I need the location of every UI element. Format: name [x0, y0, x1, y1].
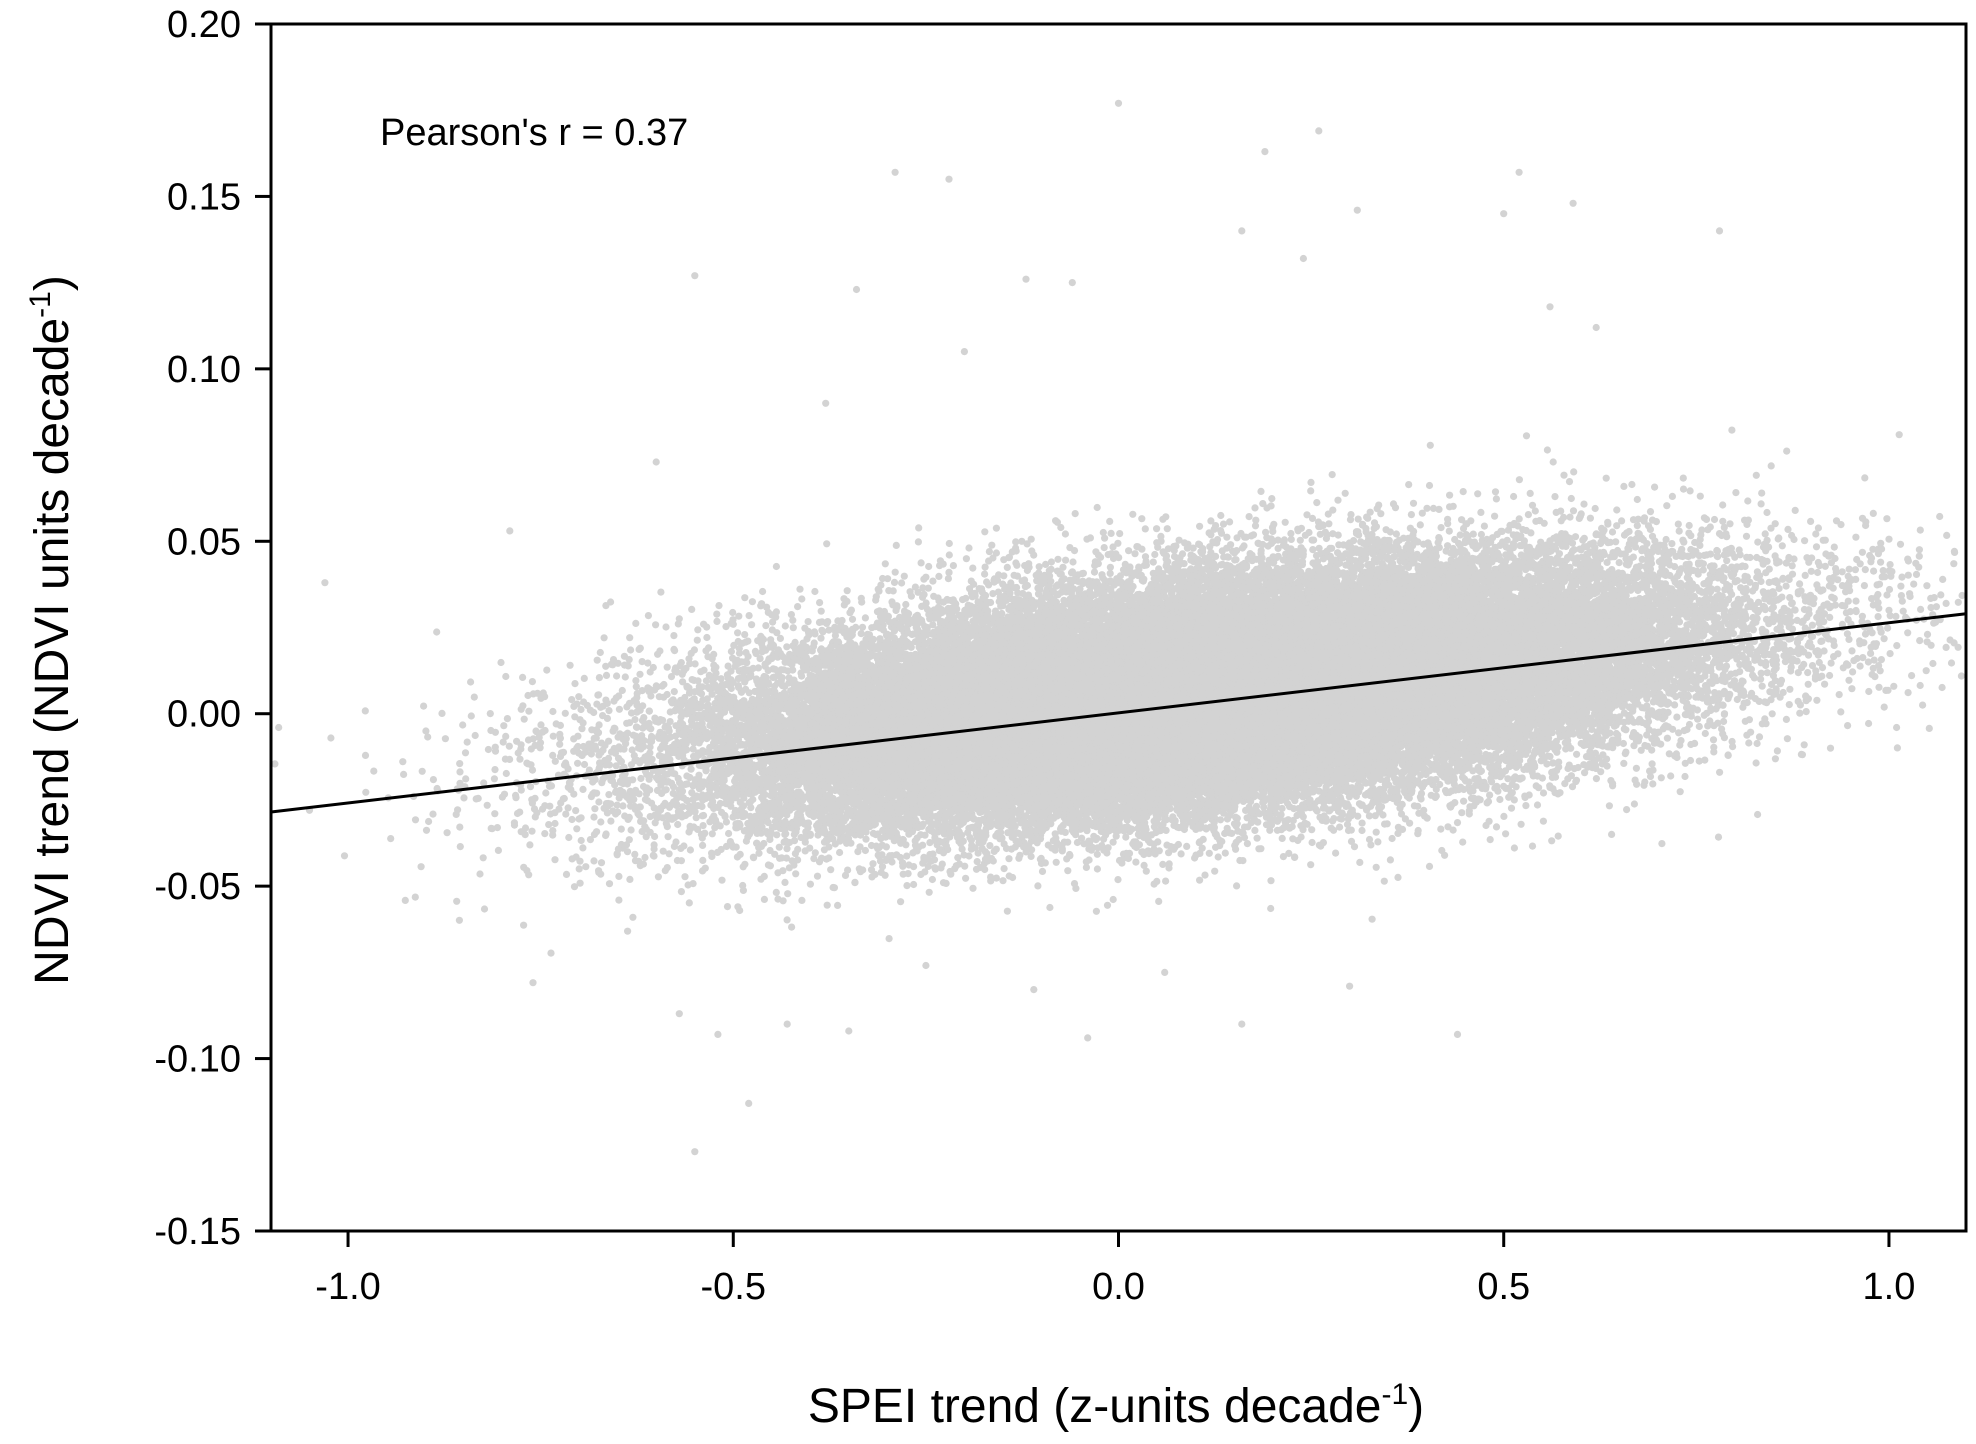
data-point [1623, 806, 1630, 813]
data-point [590, 857, 597, 864]
data-point [574, 760, 581, 767]
data-point [1866, 552, 1873, 559]
data-point [1606, 802, 1613, 809]
data-point [1786, 686, 1793, 693]
data-point [1728, 427, 1735, 434]
data-point [915, 524, 922, 531]
data-point [1919, 702, 1926, 709]
data-point [773, 563, 780, 570]
data-point [1114, 876, 1121, 883]
data-point [462, 775, 469, 782]
data-point [1936, 513, 1943, 520]
data-point [1110, 896, 1117, 903]
data-point [1792, 507, 1799, 514]
data-point [387, 835, 394, 842]
data-point [1939, 576, 1946, 583]
data-point [1573, 751, 1580, 758]
data-point [694, 637, 701, 644]
data-point [1309, 515, 1316, 522]
data-point [1219, 547, 1226, 554]
data-point [1142, 525, 1149, 532]
data-point [1217, 512, 1224, 519]
data-point [1696, 723, 1703, 730]
data-point [1668, 540, 1675, 547]
data-point [1719, 501, 1726, 508]
data-point [607, 818, 614, 825]
data-point [1887, 561, 1894, 568]
data-point [597, 818, 604, 825]
data-point [834, 902, 841, 909]
data-point [1313, 499, 1320, 506]
data-point [1101, 544, 1108, 551]
data-point [598, 859, 605, 866]
data-point [1875, 684, 1882, 691]
data-point [688, 766, 695, 773]
data-point [651, 833, 658, 840]
data-point [1419, 510, 1426, 517]
data-point [543, 667, 550, 674]
data-point [579, 844, 586, 851]
data-point [1887, 650, 1894, 657]
data-point [782, 622, 789, 629]
data-point [965, 544, 972, 551]
data-point [1663, 502, 1670, 509]
data-point [1877, 559, 1884, 566]
data-point [551, 856, 558, 863]
scatter-points [271, 100, 1965, 1156]
data-point [1244, 840, 1251, 847]
data-point [929, 578, 936, 585]
data-point [500, 722, 507, 729]
data-point [670, 632, 677, 639]
data-point [1410, 500, 1417, 507]
data-point [784, 890, 791, 897]
